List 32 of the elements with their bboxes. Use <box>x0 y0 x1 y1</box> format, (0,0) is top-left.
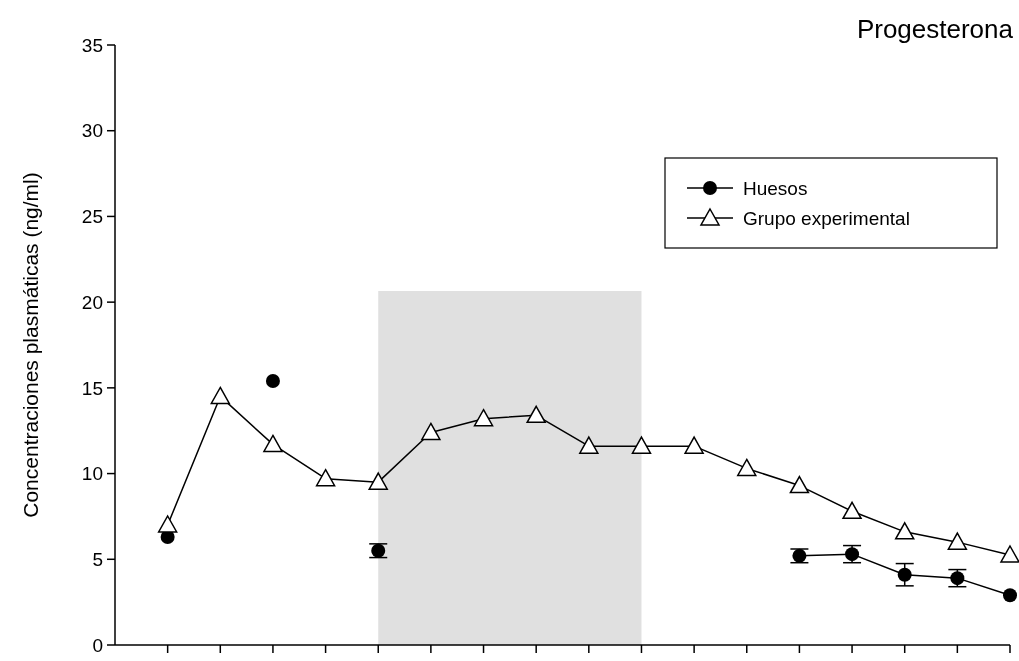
y-tick-label: 20 <box>81 291 103 313</box>
legend-label: Grupo experimental <box>743 207 910 229</box>
y-tick-label: 30 <box>81 120 103 142</box>
point <box>263 434 283 453</box>
legend-label: Huesos <box>743 177 808 199</box>
point <box>631 436 652 454</box>
y-tick-label: 0 <box>92 634 103 656</box>
point <box>894 522 915 540</box>
point <box>421 422 441 441</box>
point <box>157 515 178 533</box>
point <box>473 408 494 427</box>
y-tick-label: 35 <box>81 34 103 56</box>
point <box>315 468 336 487</box>
y-tick-label: 10 <box>81 463 103 485</box>
point <box>737 458 757 477</box>
y-axis-title: Concentraciones plasmáticas (ng/ml) <box>19 172 42 518</box>
point <box>1000 545 1019 563</box>
point <box>842 501 862 520</box>
point <box>210 386 231 405</box>
point <box>368 472 388 490</box>
y-tick-label: 15 <box>81 377 103 399</box>
point <box>897 567 912 582</box>
point <box>789 475 810 494</box>
chart-title: Progesterona <box>856 14 1014 44</box>
y-tick-label: 25 <box>81 206 103 228</box>
y-tick-label: 5 <box>92 548 103 570</box>
point <box>947 532 968 550</box>
point <box>265 374 280 388</box>
point <box>1003 588 1017 603</box>
point <box>684 436 704 454</box>
point <box>579 436 599 454</box>
point <box>526 405 546 424</box>
